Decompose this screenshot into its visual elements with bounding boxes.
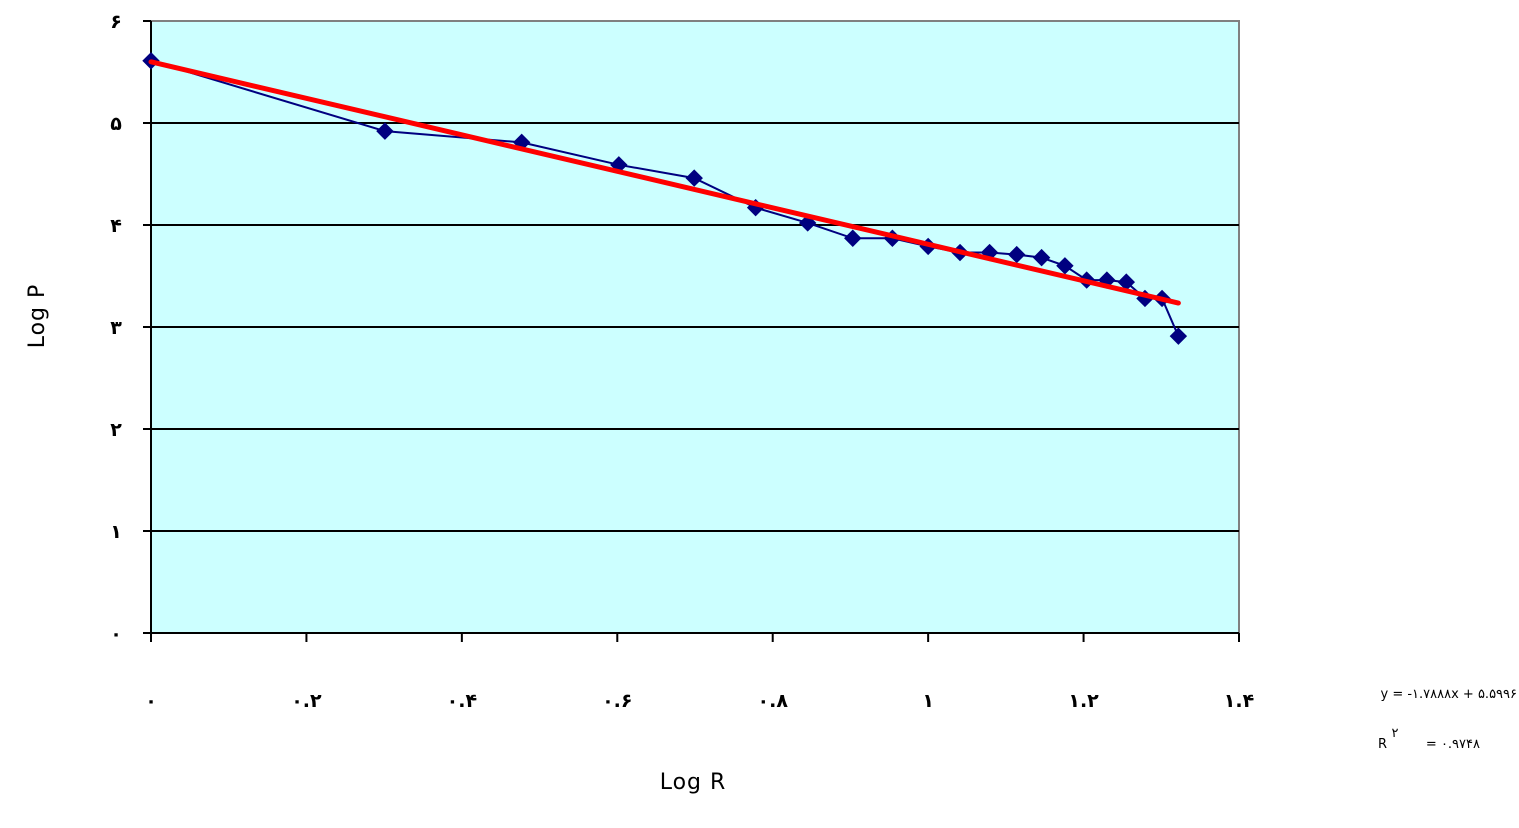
x-axis-title: Log R xyxy=(660,770,727,795)
data-point xyxy=(685,169,703,187)
x-tick-label: ۱.۲ xyxy=(1068,690,1099,712)
trendline-line xyxy=(148,59,1181,306)
trendline xyxy=(148,59,1181,306)
y-tick-label: ۱ xyxy=(110,521,122,543)
y-tick-label: ۴ xyxy=(110,215,122,237)
x-tick-label: ۰ xyxy=(145,690,157,712)
x-tick-label: ۰.۴ xyxy=(447,690,477,712)
trend-equation: y = -۱.۷۸۸۸x + ۵.۵۹۹۶ xyxy=(1381,687,1517,702)
r-squared-value: = ۰.۹۷۴۸ xyxy=(1426,737,1480,752)
r-squared-annotation: R ۲ = ۰.۹۷۴۸ xyxy=(1378,726,1480,752)
y-tick-label: ۶ xyxy=(110,11,122,33)
y-tick-label: ۵ xyxy=(110,113,122,135)
y-tick-label: ۲ xyxy=(110,419,122,441)
r-squared-superscript: ۲ xyxy=(1392,726,1399,741)
y-tick-label: ۰ xyxy=(110,623,122,645)
x-axis-ticks: ۰ ۰.۲ ۰.۴ ۰.۶ ۰.۸ ۱ ۱.۲ ۱.۴ xyxy=(145,633,1254,712)
x-tick-label: ۰.۲ xyxy=(291,690,322,712)
grid-lines xyxy=(151,122,1239,532)
data-point xyxy=(1056,257,1074,275)
data-point xyxy=(1169,327,1188,345)
y-axis-ticks: ۰ ۱ ۲ ۳ ۴ ۵ ۶ xyxy=(110,11,151,645)
x-tick-label: ۰.۶ xyxy=(602,690,632,712)
y-axis-title: Log P xyxy=(25,284,50,349)
r-squared-label: R xyxy=(1378,737,1387,752)
x-tick-label: ۱.۴ xyxy=(1224,690,1254,712)
data-point xyxy=(844,229,862,247)
x-tick-label: ۱ xyxy=(922,690,934,712)
data-point xyxy=(1032,248,1051,267)
data-point xyxy=(376,122,394,140)
x-tick-label: ۰.۸ xyxy=(758,690,789,712)
y-tick-label: ۳ xyxy=(110,317,122,339)
